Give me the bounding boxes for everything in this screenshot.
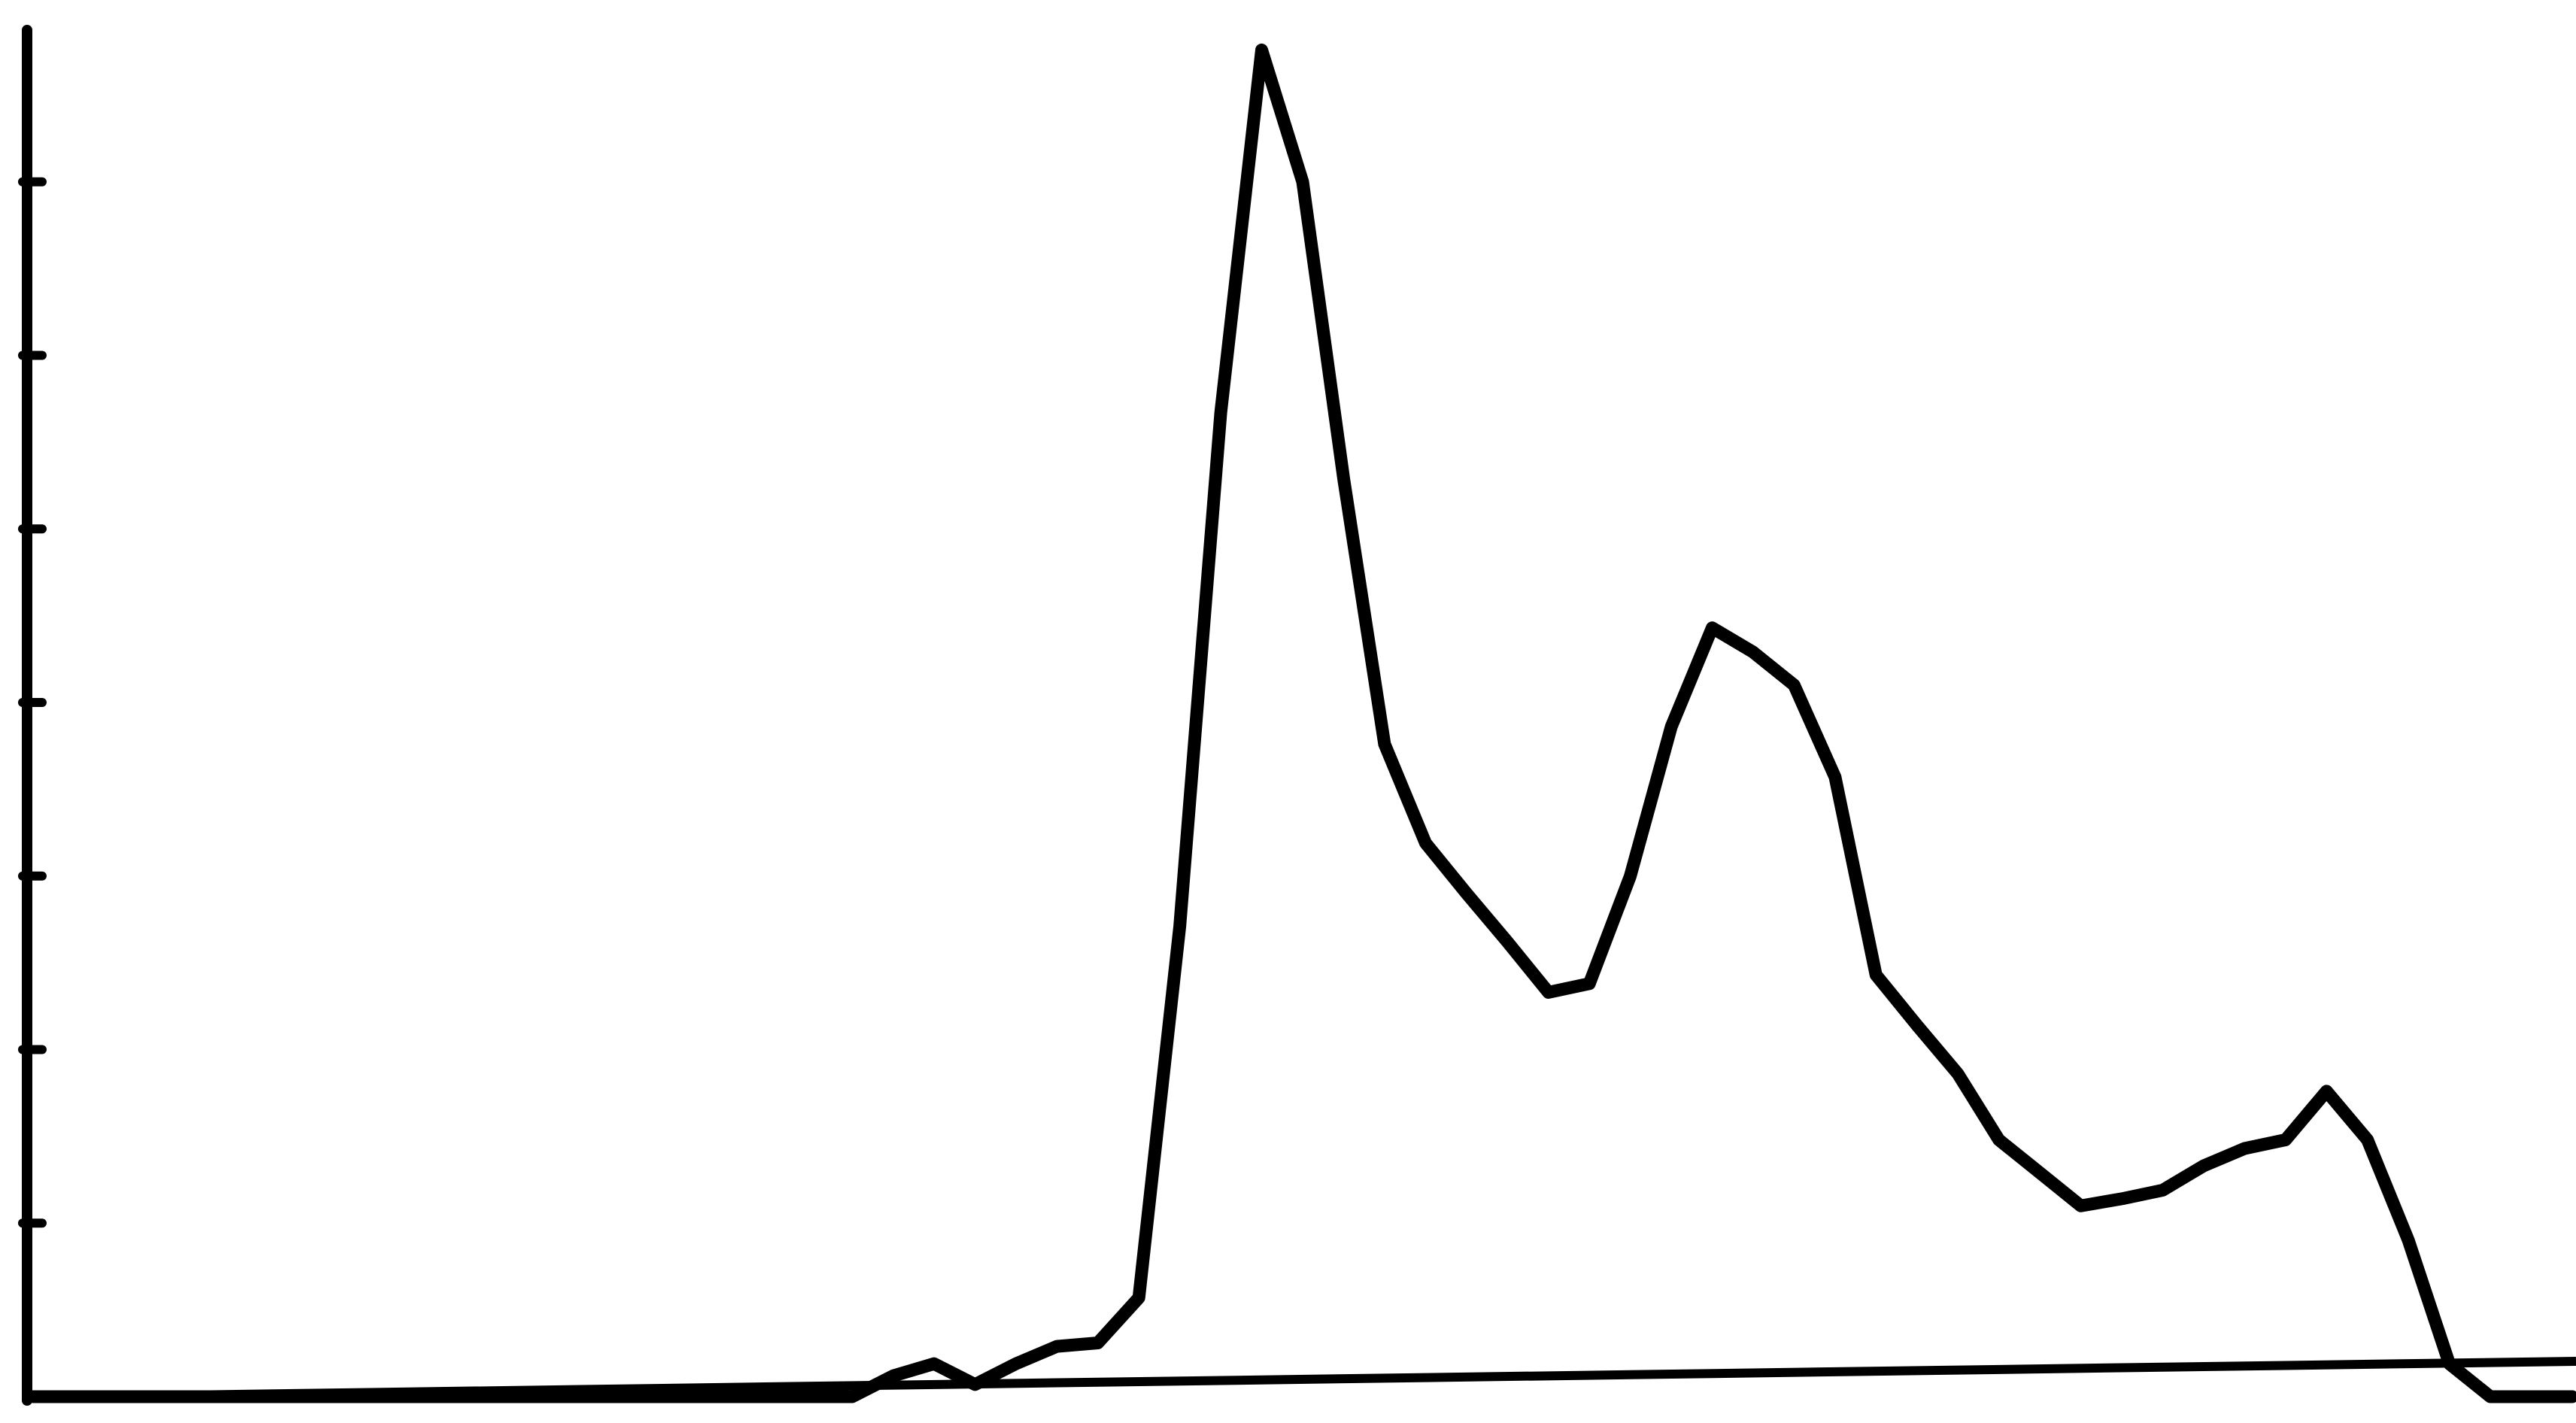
data-line [26, 43, 2576, 1403]
